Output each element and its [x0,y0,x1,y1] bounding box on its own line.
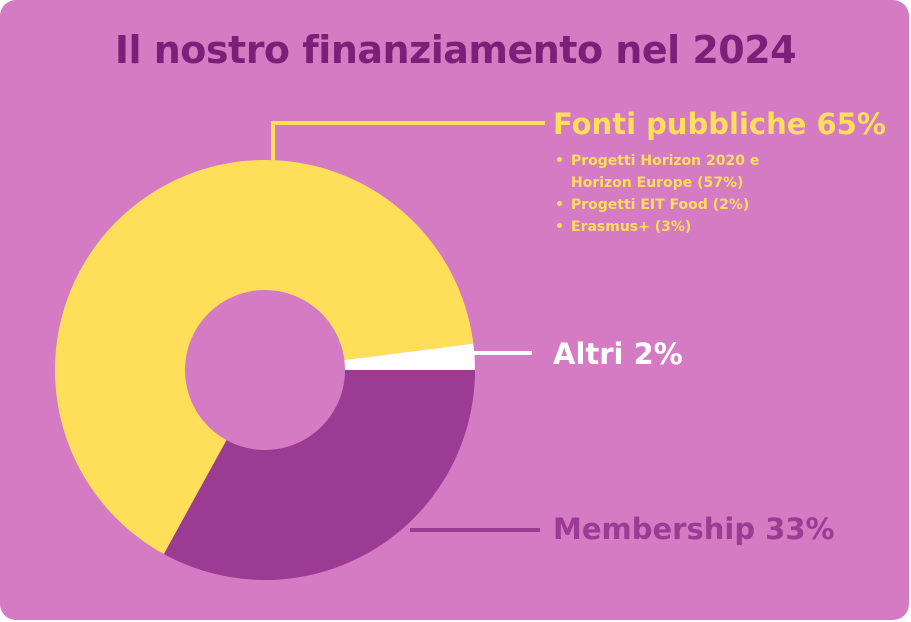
public-details-list: Progetti Horizon 2020 e Horizon Europe (… [553,150,791,238]
slice-fonti-pubbliche [55,160,474,555]
detail-item: Progetti Horizon 2020 e Horizon Europe (… [555,150,791,194]
label-membership: Membership 33% [553,512,835,546]
chart-title: Il nostro finanziamento nel 2024 [114,28,797,72]
detail-item: Progetti EIT Food (2%) [555,194,791,216]
label-other: Altri 2% [553,337,683,371]
label-public: Fonti pubbliche 65% [553,107,886,141]
detail-item: Erasmus+ (3%) [555,216,791,238]
slice-membership [163,370,475,581]
slice-altri [344,343,475,370]
leader-line-public [271,121,545,160]
